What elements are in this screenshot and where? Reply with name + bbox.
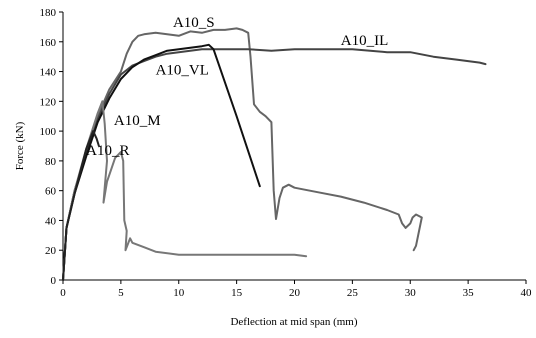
y-tick-label: 120	[40, 96, 57, 108]
series-line-a10-il	[62, 48, 487, 281]
x-tick-label: 20	[289, 287, 301, 299]
y-tick-label: 20	[45, 245, 57, 257]
y-tick-label: 0	[51, 275, 57, 287]
x-axis-title: Deflection at mid span (mm)	[230, 316, 357, 328]
y-tick-label: 40	[45, 215, 57, 227]
y-tick-label: 160	[40, 37, 57, 49]
x-tick-label: 30	[405, 287, 417, 299]
x-tick-label: 0	[60, 287, 66, 299]
y-tick-label: 140	[40, 67, 57, 79]
series-line-a10-r	[62, 130, 100, 281]
series-label-a10-il: A10_IL	[341, 33, 389, 49]
x-tick-label: 10	[173, 287, 185, 299]
x-tick-label: 40	[521, 287, 533, 299]
series-label-a10-m: A10_M	[114, 113, 161, 129]
y-axis-title: Force (kN)	[14, 121, 26, 170]
y-tick-label: 100	[40, 126, 57, 138]
y-tick-label: 80	[45, 156, 57, 168]
series-line-a10-m	[62, 100, 308, 281]
series-line-a10-vl	[62, 43, 261, 281]
x-tick-label: 15	[231, 287, 243, 299]
annotation-layer: A10_S A10_IL A10_VL A10_M A10_R	[86, 15, 388, 159]
series-label-a10-r: A10_R	[86, 143, 129, 159]
series-label-a10-s: A10_S	[173, 15, 215, 31]
x-tick-label: 5	[118, 287, 124, 299]
x-tick-label: 25	[347, 287, 359, 299]
axes: 0 5 10 15 20 25 30 35 40 0 20 40 60 80 100 120 140 160 180	[40, 7, 533, 299]
series-layer	[62, 27, 487, 281]
y-tick-label: 180	[40, 7, 57, 19]
y-tick-label: 60	[45, 186, 57, 198]
series-label-a10-vl: A10_VL	[156, 63, 209, 79]
series-line-a10-s	[62, 27, 423, 281]
x-tick-label: 35	[463, 287, 475, 299]
